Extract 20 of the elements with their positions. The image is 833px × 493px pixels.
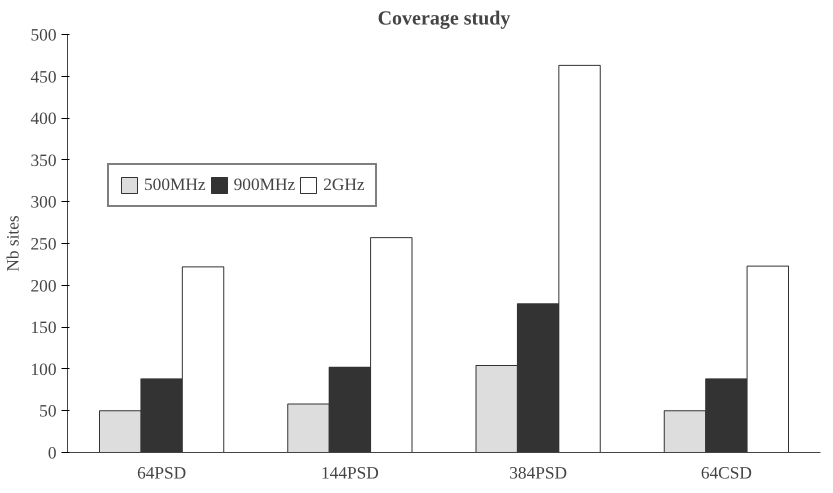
y-tick-label: 300	[30, 192, 57, 212]
chart-title: Coverage study	[378, 8, 510, 30]
legend-label: 2GHz	[323, 175, 365, 195]
y-tick-label: 250	[30, 234, 57, 254]
y-tick-label: 350	[30, 150, 57, 170]
y-tick-label: 150	[30, 318, 57, 338]
y-axis-title: Nb sites	[4, 215, 23, 272]
y-tick-label: 400	[30, 109, 57, 128]
x-tick-label: 64PSD	[137, 464, 186, 482]
x-tick-label: 64CSD	[700, 464, 752, 482]
x-tick-label: 384PSD	[509, 464, 568, 482]
y-tick-label: 100	[30, 360, 57, 379]
y-tick-label: 500	[30, 26, 57, 44]
legend-label: 900MHz	[234, 175, 296, 195]
legend-label: 500MHz	[144, 175, 206, 195]
y-tick-label: 450	[30, 67, 57, 86]
y-tick-label: 200	[30, 276, 57, 296]
x-tick-label: 144PSD	[320, 464, 379, 482]
y-tick-label: 50	[39, 402, 56, 421]
y-tick-label: 0	[48, 444, 57, 462]
